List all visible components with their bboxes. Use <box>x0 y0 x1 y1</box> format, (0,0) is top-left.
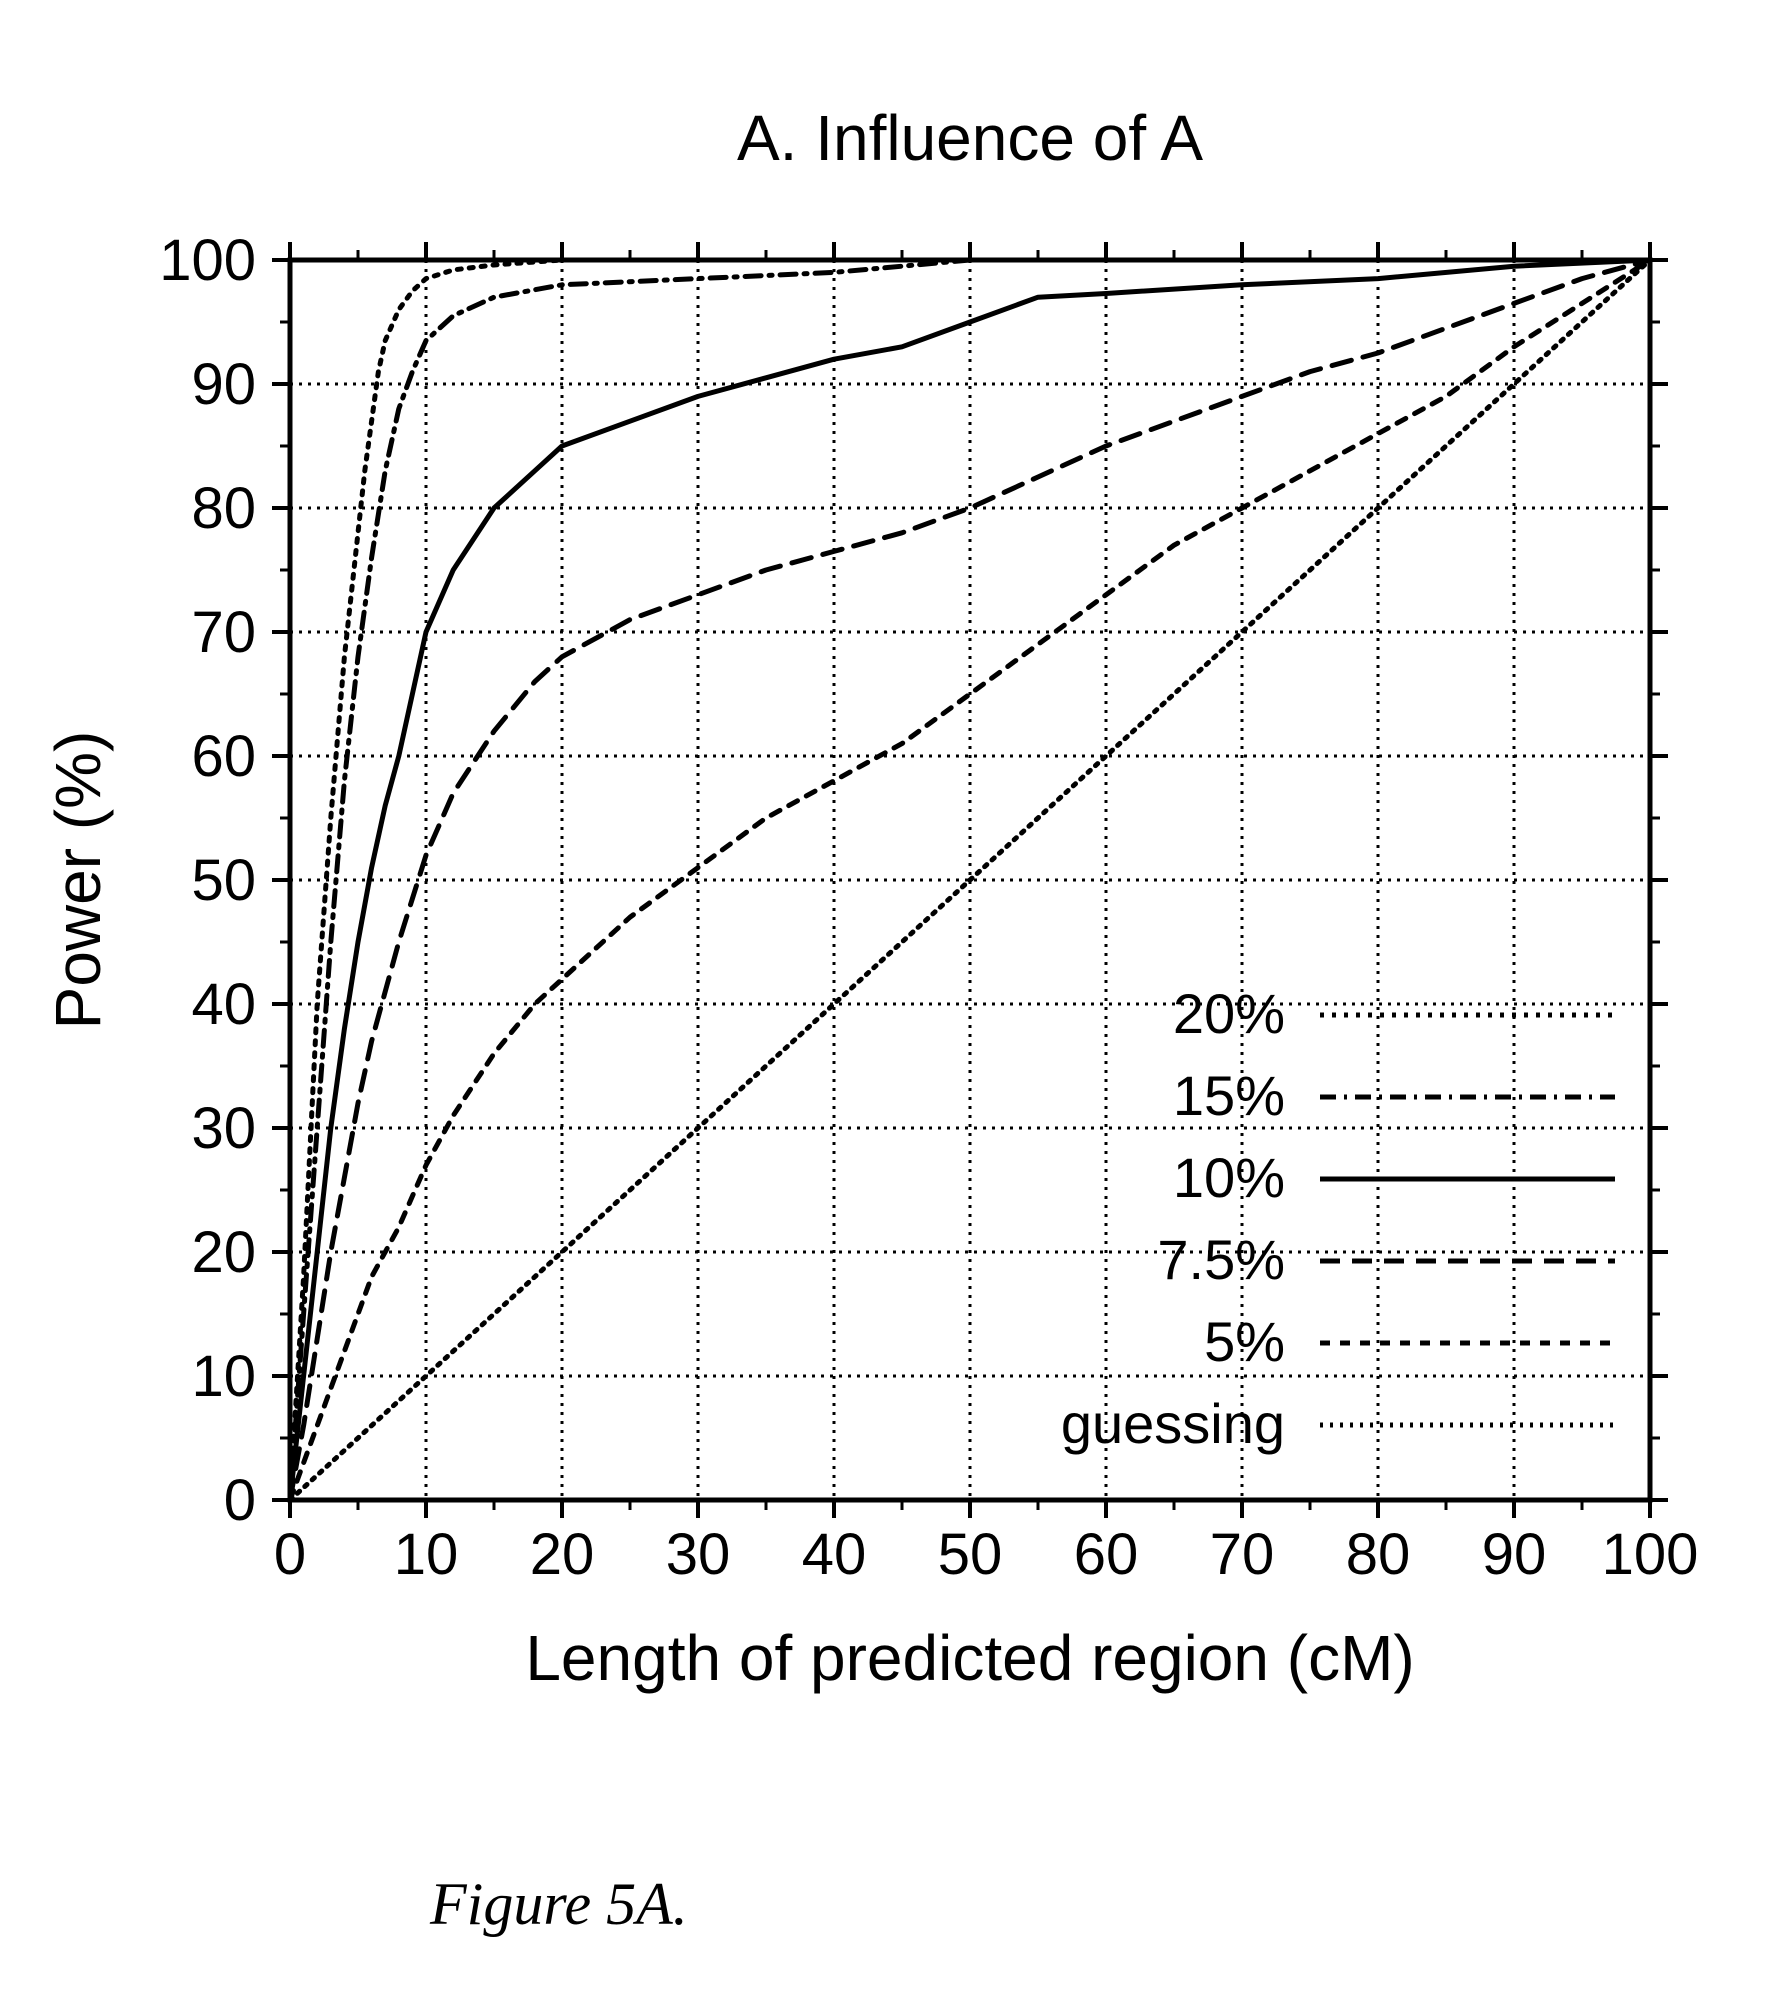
line-chart: 0 10 20 30 40 50 60 70 80 90 100 0 10 20 30 40 50 60 70 80 9… <box>0 0 1784 1995</box>
x-tick-label: 20 <box>530 1522 595 1587</box>
y-tick-label: 90 <box>191 352 256 417</box>
x-tick-label: 0 <box>274 1522 306 1587</box>
chart-title: A. Influence of A <box>737 102 1203 174</box>
y-tick-label: 80 <box>191 476 256 541</box>
legend-label: 15% <box>1173 1064 1285 1127</box>
x-tick-label: 60 <box>1074 1522 1139 1587</box>
chart-container: 0 10 20 30 40 50 60 70 80 90 100 0 10 20 30 40 50 60 70 80 9… <box>0 0 1784 1995</box>
legend-label: 5% <box>1204 1310 1285 1373</box>
legend-label: guessing <box>1061 1392 1285 1455</box>
legend-label: 7.5% <box>1157 1228 1285 1291</box>
x-axis-label: Length of predicted region (cM) <box>525 1622 1414 1694</box>
y-tick-label: 30 <box>191 1096 256 1161</box>
figure-caption: Figure 5A. <box>430 1870 688 1939</box>
x-tick-label: 70 <box>1210 1522 1275 1587</box>
legend-label: 10% <box>1173 1146 1285 1209</box>
x-tick-label: 10 <box>394 1522 459 1587</box>
y-tick-label: 100 <box>159 228 256 293</box>
y-tick-label: 10 <box>191 1344 256 1409</box>
y-tick-label: 50 <box>191 848 256 913</box>
y-tick-label: 20 <box>191 1220 256 1285</box>
x-tick-label: 90 <box>1482 1522 1547 1587</box>
y-tick-label: 60 <box>191 724 256 789</box>
legend-label: 20% <box>1173 982 1285 1045</box>
y-tick-label: 70 <box>191 600 256 665</box>
x-tick-label: 50 <box>938 1522 1003 1587</box>
x-tick-label: 40 <box>802 1522 867 1587</box>
y-axis-label: Power (%) <box>42 731 114 1030</box>
x-tick-label: 100 <box>1602 1522 1699 1587</box>
y-tick-label: 40 <box>191 972 256 1037</box>
x-tick-label: 80 <box>1346 1522 1411 1587</box>
x-tick-label: 30 <box>666 1522 731 1587</box>
y-tick-label: 0 <box>224 1468 256 1533</box>
